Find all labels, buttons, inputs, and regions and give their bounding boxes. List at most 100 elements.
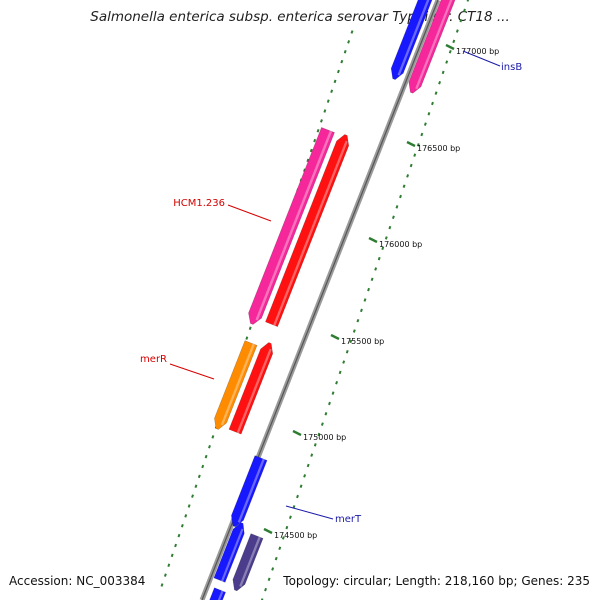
- outer-tick: [395, 205, 399, 209]
- outer-tick: [445, 60, 449, 64]
- gene-label[interactable]: merT: [335, 514, 362, 525]
- inner-tick: [306, 158, 310, 163]
- outer-tick: [406, 174, 410, 178]
- outer-tick: [409, 163, 413, 168]
- outer-tick: [431, 101, 434, 106]
- inner-tick: [191, 494, 194, 498]
- outer-tick: [374, 267, 378, 271]
- inner-tick: [350, 30, 354, 34]
- outer-tick: [288, 515, 292, 519]
- tick-label: 175000 bp: [303, 433, 346, 442]
- tick-label: 176000 bp: [379, 240, 422, 249]
- outer-tick: [441, 70, 445, 75]
- inner-tick: [211, 435, 215, 439]
- outer-tick: [303, 474, 307, 478]
- inner-tick: [194, 484, 198, 488]
- major-tick: [368, 236, 378, 244]
- gene-leader-line: [285, 505, 334, 520]
- outer-tick: [271, 567, 275, 571]
- outer-tick: [281, 536, 285, 540]
- outer-tick: [285, 525, 289, 530]
- inner-tick: [340, 59, 344, 64]
- outer-tick: [363, 298, 367, 302]
- outer-tick: [455, 29, 459, 33]
- inner-tick: [330, 89, 334, 93]
- outer-tick: [413, 153, 417, 157]
- inner-tick: [309, 148, 313, 153]
- tick-label: 177000 bp: [456, 47, 499, 56]
- topology-text: Topology: circular; Length: 218,160 bp; …: [283, 574, 590, 588]
- inner-tick: [177, 533, 181, 538]
- major-tick: [406, 140, 416, 148]
- inner-tick: [343, 50, 347, 54]
- outer-tick: [463, 8, 466, 13]
- inner-tick: [201, 464, 205, 469]
- outer-tick: [320, 422, 324, 426]
- inner-tick: [184, 514, 188, 518]
- outer-tick: [438, 81, 442, 85]
- outer-tick: [274, 556, 278, 561]
- inner-tick: [316, 129, 320, 133]
- outer-tick: [420, 132, 424, 137]
- gene-feature-merT-d[interactable]: [208, 587, 226, 600]
- outer-tick: [360, 308, 363, 313]
- outer-tick: [384, 236, 388, 240]
- inner-tick: [180, 524, 184, 528]
- outer-tick: [452, 39, 456, 44]
- inner-tick: [313, 138, 317, 143]
- inner-tick: [204, 454, 208, 459]
- gene-leader-line: [462, 50, 501, 67]
- map-title: Salmonella enterica subsp. enterica sero…: [90, 9, 510, 25]
- outer-tick: [370, 277, 374, 282]
- gene-label[interactable]: HCM1.236: [173, 198, 225, 209]
- outer-tick: [342, 360, 346, 364]
- outer-tick: [388, 225, 392, 230]
- gene-feature-insB-a[interactable]: [390, 0, 433, 80]
- major-tick: [292, 429, 302, 437]
- outer-tick: [264, 587, 267, 592]
- outer-tick: [331, 391, 335, 395]
- inner-tick: [187, 504, 191, 508]
- tick-label: 176500 bp: [417, 144, 460, 153]
- gene-feature-merT-a[interactable]: [231, 455, 268, 528]
- outer-tick: [260, 598, 264, 600]
- gene-label[interactable]: insB: [501, 62, 522, 73]
- gene-feature-HCM1.236-pink[interactable]: [248, 127, 335, 325]
- outer-tick: [345, 349, 349, 354]
- inner-tick: [347, 40, 351, 44]
- outer-tick: [391, 215, 395, 219]
- inner-tick: [197, 474, 201, 479]
- inner-tick: [208, 445, 211, 449]
- gene-feature-merT-c[interactable]: [232, 533, 264, 592]
- tick-label: 175500 bp: [341, 337, 384, 346]
- outer-tick: [356, 318, 360, 323]
- gene-feature-insB-b[interactable]: [408, 0, 458, 94]
- outer-tick: [381, 246, 385, 251]
- inner-tick: [303, 168, 306, 172]
- outer-tick: [267, 577, 271, 582]
- outer-tick: [278, 546, 282, 551]
- inner-tick: [326, 99, 330, 103]
- inner-tick: [245, 336, 249, 340]
- outer-tick: [310, 453, 314, 457]
- inner-tick: [167, 563, 171, 567]
- outer-tick: [328, 401, 331, 406]
- gene-feature-merT-b[interactable]: [213, 522, 245, 583]
- outer-tick: [416, 143, 420, 147]
- labels: 177000 bp 176500 bp 176000 bp 175500 bp 1750…: [140, 47, 522, 540]
- outer-tick: [349, 339, 353, 344]
- gene-feature-merR-red[interactable]: [228, 342, 274, 435]
- inner-tick: [320, 119, 323, 123]
- inner-tick: [170, 553, 174, 558]
- outer-tick: [399, 194, 402, 199]
- major-tick: [330, 333, 340, 341]
- gene-feature-merR-orange[interactable]: [214, 340, 258, 430]
- outer-tick: [306, 463, 310, 468]
- gene-features: [208, 0, 458, 600]
- gene-label[interactable]: merR: [140, 354, 167, 365]
- major-tick: [263, 527, 273, 535]
- inner-tick: [248, 326, 252, 330]
- gene-feature-HCM1.236-red[interactable]: [265, 134, 350, 328]
- tick-label: 174500 bp: [274, 531, 317, 540]
